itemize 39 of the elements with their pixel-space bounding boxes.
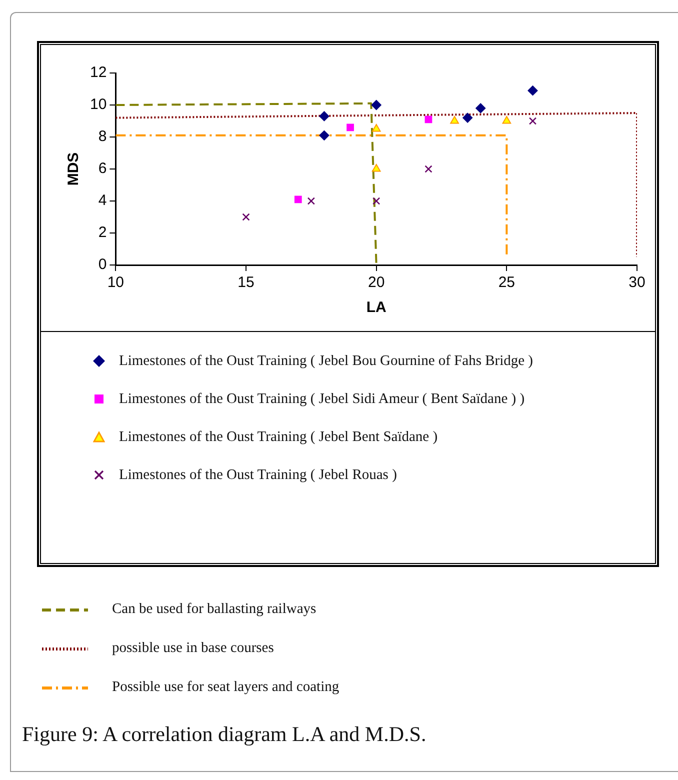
legend-label: Limestones of the Oust Training ( Jebel Rouas ) [119, 466, 397, 484]
point [346, 124, 354, 132]
legend-label: possible use in base courses [112, 640, 274, 657]
y-tick-label: 6 [98, 160, 107, 178]
point [372, 164, 381, 172]
point [424, 116, 432, 124]
y-tick-label: 4 [98, 192, 107, 210]
y-tick-label: 0 [98, 256, 107, 274]
point [450, 116, 459, 124]
y-axis-title: MDS [65, 152, 82, 186]
point [371, 100, 382, 110]
legend-label: Limestones of the Oust Training ( Jebel Sidi Ameur ( Bent Saïdane ) ) [119, 390, 525, 408]
legend-label: Limestones of the Oust Training ( Jebel Bent Saïdane ) [119, 428, 438, 446]
point [242, 213, 250, 221]
point [319, 111, 330, 122]
caption: Figure 9: A correlation diagram L.A and M.D.S. [22, 722, 426, 747]
y-tick-label: 8 [98, 128, 107, 146]
legend-label: Can be used for ballasting railways [112, 601, 316, 618]
y-tick-label: 10 [90, 96, 107, 114]
x-tick-label: 30 [628, 274, 646, 292]
point [462, 112, 473, 123]
point [319, 130, 330, 140]
point [372, 197, 380, 205]
point [528, 86, 538, 96]
legend-label: Possible use for seat layers and coating [112, 679, 340, 696]
x-tick-label: 25 [498, 274, 516, 292]
x-axis-title: LA [366, 299, 387, 316]
point [424, 165, 432, 173]
y-tick-label: 2 [98, 224, 107, 242]
point [307, 197, 316, 205]
point [502, 116, 512, 124]
point [294, 196, 302, 204]
x-tick-label: 20 [368, 274, 385, 292]
y-tick-label: 12 [90, 64, 107, 82]
point [528, 117, 537, 125]
point [372, 124, 381, 132]
point [476, 103, 486, 114]
legend-label: Limestones of the Oust Training ( Jebel Bou Gournine of Fahs Bridge ) [119, 352, 534, 370]
x-tick-label: 15 [238, 274, 254, 292]
